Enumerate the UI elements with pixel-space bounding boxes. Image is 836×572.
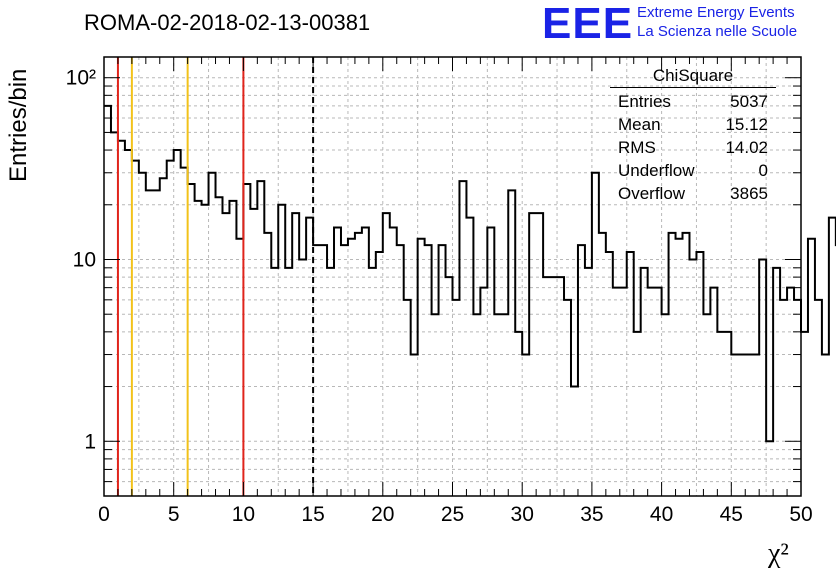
y-tick-label: 10 — [73, 248, 96, 271]
stats-box-title: ChiSquare — [610, 66, 776, 88]
eee-logo-text: Extreme Energy Events La Scienza nelle S… — [637, 3, 797, 41]
stats-label: Mean — [618, 115, 661, 134]
x-tick-label: 40 — [650, 503, 673, 526]
y-tick-label: 10² — [66, 67, 96, 90]
stats-row-rms: RMS 14.02 — [610, 136, 776, 159]
x-tick-label: 15 — [301, 503, 324, 526]
x-tick-label: 45 — [720, 503, 743, 526]
x-tick-label: 25 — [441, 503, 464, 526]
plot-title: ROMA-02-2018-02-13-00381 — [84, 10, 371, 35]
x-tick-label: 20 — [371, 503, 394, 526]
y-axis-label: Entries/bin — [5, 68, 32, 182]
stats-label: RMS — [618, 138, 656, 157]
stats-label: Underflow — [618, 161, 695, 180]
x-axis-label: χ² — [768, 538, 789, 569]
stats-value: 14.02 — [725, 138, 768, 157]
x-tick-label: 0 — [98, 503, 110, 526]
stats-row-mean: Mean 15.12 — [610, 113, 776, 136]
stats-label: Overflow — [618, 184, 686, 203]
x-tick-label: 35 — [580, 503, 603, 526]
stats-value: 0 — [758, 161, 768, 180]
x-tick-label: 10 — [232, 503, 255, 526]
logo-line-1: Extreme Energy Events — [637, 4, 795, 21]
stats-label: Entries — [618, 92, 671, 111]
stats-row-entries: Entries 5037 — [610, 90, 776, 113]
stats-row-underflow: Underflow 0 — [610, 159, 776, 182]
histogram-line — [104, 104, 836, 443]
stats-value: 15.12 — [725, 115, 768, 134]
y-tick-label: 1 — [84, 430, 96, 453]
logo-line-2: La Scienza nelle Scuole — [637, 23, 798, 40]
stats-value: 3865 — [730, 184, 768, 203]
x-tick-label: 5 — [168, 503, 180, 526]
eee-logo: EEE — [542, 0, 634, 48]
stats-value: 5037 — [730, 92, 768, 111]
stats-box: ChiSquare Entries 5037 Mean 15.12 RMS 14.02… — [610, 66, 776, 205]
x-tick-label: 50 — [789, 503, 812, 526]
stats-row-overflow: Overflow 3865 — [610, 182, 776, 205]
x-tick-label: 30 — [511, 503, 534, 526]
